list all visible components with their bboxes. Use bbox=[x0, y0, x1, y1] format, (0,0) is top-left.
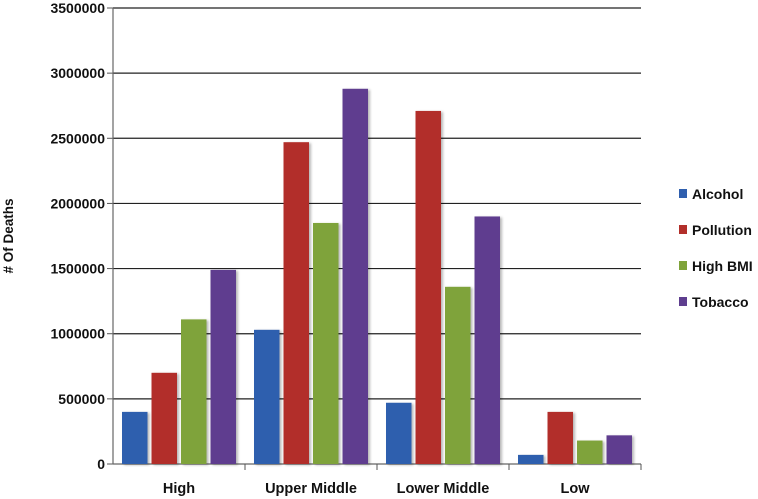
y-tick-label: 500000 bbox=[58, 391, 105, 407]
y-tick-label: 3000000 bbox=[50, 65, 105, 81]
y-tick-label: 2500000 bbox=[50, 130, 105, 146]
y-tick-label: 3500000 bbox=[50, 0, 105, 16]
bar-alcohol bbox=[254, 329, 280, 464]
bar-tobacco bbox=[342, 88, 368, 464]
bars bbox=[122, 88, 632, 465]
legend-label: Pollution bbox=[692, 222, 752, 238]
legend-label: Alcohol bbox=[692, 186, 743, 202]
x-category-label: Low bbox=[561, 481, 591, 497]
x-category-label: High bbox=[163, 481, 195, 497]
y-tick-label: 2000000 bbox=[50, 195, 105, 211]
bar-tobacco bbox=[606, 435, 632, 464]
legend: Alcohol Pollution High BMI Tobacco bbox=[679, 186, 753, 310]
y-axis-title: # Of Deaths bbox=[1, 198, 16, 273]
bar-tobacco bbox=[474, 216, 500, 464]
legend-swatch bbox=[679, 261, 687, 270]
x-category-label: Upper Middle bbox=[265, 481, 357, 497]
y-tick-label: 1500000 bbox=[50, 261, 105, 277]
x-category-label: Lower Middle bbox=[397, 481, 490, 497]
bar-pollution bbox=[415, 110, 441, 464]
bar-alcohol bbox=[518, 454, 544, 464]
labels: 0 500000 1000000 1500000 2000000 2500000 30000… bbox=[1, 0, 590, 497]
bar-alcohol bbox=[386, 402, 412, 464]
bar-high-bmi bbox=[577, 440, 603, 464]
bar-pollution bbox=[547, 411, 573, 464]
legend-swatch bbox=[679, 225, 687, 234]
bar-tobacco bbox=[210, 269, 236, 464]
bar-high-bmi bbox=[445, 286, 471, 464]
bar-high-bmi bbox=[313, 222, 339, 464]
legend-label: Tobacco bbox=[692, 294, 749, 310]
y-tick-label: 0 bbox=[97, 456, 105, 472]
y-tick-label: 1000000 bbox=[50, 326, 105, 342]
bar-alcohol bbox=[122, 411, 148, 464]
legend-swatch bbox=[679, 189, 687, 198]
legend-swatch bbox=[679, 297, 687, 306]
bar-high-bmi bbox=[181, 319, 207, 464]
bar-pollution bbox=[151, 372, 177, 464]
legend-label: High BMI bbox=[692, 258, 753, 274]
bar-pollution bbox=[283, 142, 309, 465]
